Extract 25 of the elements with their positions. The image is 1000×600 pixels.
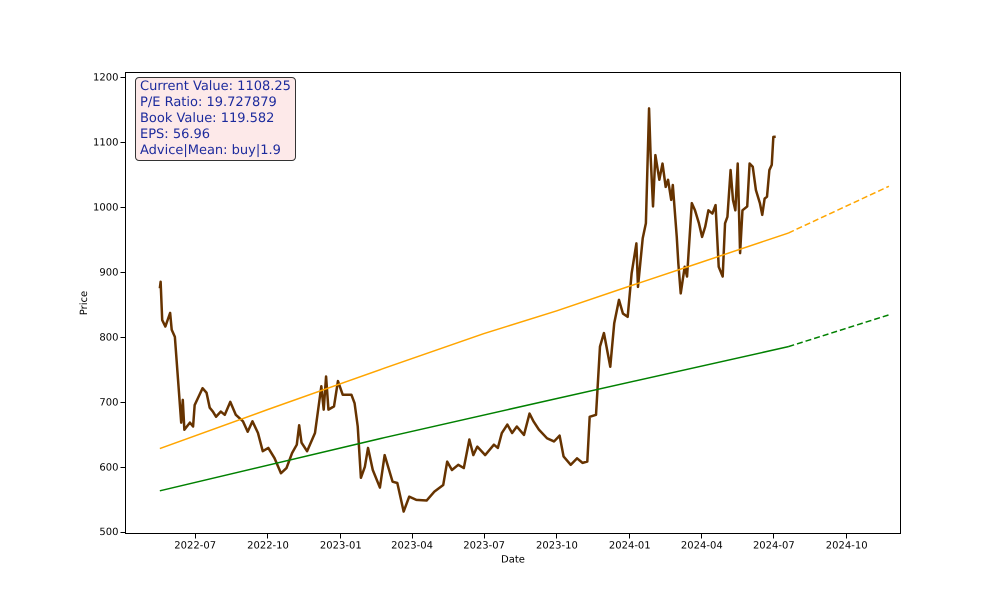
y-tick-label: 900 <box>99 267 118 278</box>
y-tick-label: 600 <box>99 462 118 474</box>
annotation: P/E Ratio: 19.727879 <box>140 95 278 111</box>
annotation: Book Value: 119.582 <box>140 111 276 127</box>
annotation: EPS: 56.96 <box>140 127 212 143</box>
x-tick-label: 2023-07 <box>463 540 506 552</box>
y-axis-title: Price <box>79 290 90 316</box>
y-tick-label: 700 <box>99 397 118 408</box>
x-tick-label: 2023-04 <box>391 540 433 552</box>
y-tick-label: 500 <box>99 527 118 538</box>
x-tick-label: 2024-07 <box>752 540 795 552</box>
x-tick-label: 2023-10 <box>536 540 578 552</box>
x-tick-label: 2022-07 <box>174 540 216 552</box>
y-tick-label: 800 <box>99 332 118 344</box>
x-tick-label: 2024-10 <box>826 540 868 552</box>
y-tick-label: 1100 <box>93 138 118 149</box>
annotation: Current Value: 1108.25 <box>140 79 291 95</box>
y-tick-label: 1200 <box>93 72 118 84</box>
x-tick-label: 2024-01 <box>608 540 651 552</box>
annotation: Advice|Mean: buy|1.9 <box>140 143 282 159</box>
x-tick-label: 2023-01 <box>320 540 362 552</box>
x-tick-label: 2024-04 <box>680 540 723 552</box>
y-tick-label: 1000 <box>93 202 118 214</box>
x-tick-label: 2022-10 <box>247 540 289 552</box>
x-axis-title: Date <box>501 554 525 566</box>
